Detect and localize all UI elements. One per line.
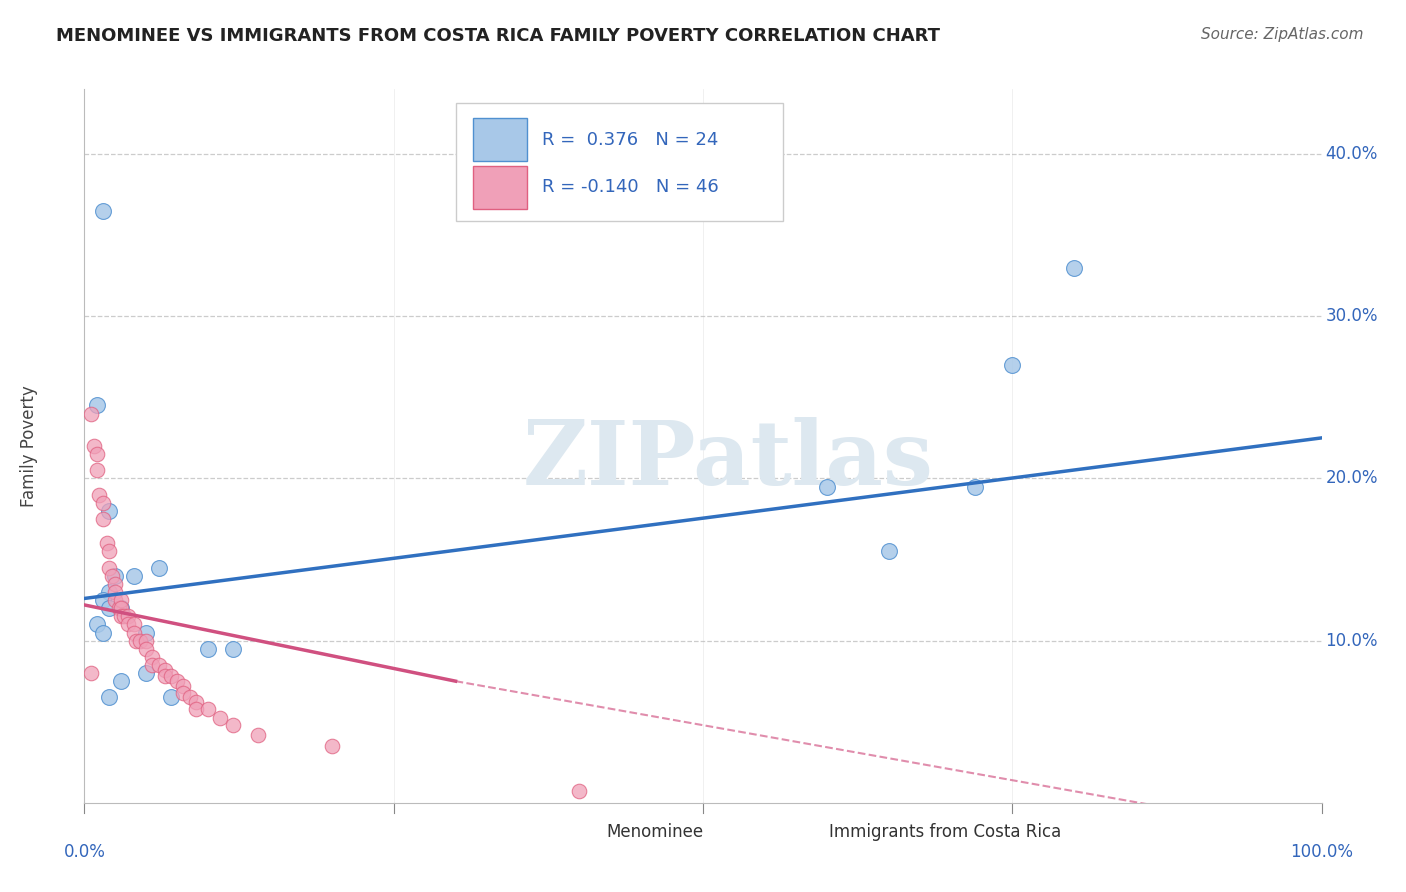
Point	[122, 568, 145, 582]
Point	[141, 649, 163, 664]
Point	[141, 657, 163, 672]
Point	[91, 593, 114, 607]
Point	[110, 593, 132, 607]
Text: 20.0%: 20.0%	[1326, 469, 1378, 487]
Point	[112, 609, 135, 624]
Point	[98, 560, 121, 574]
Point	[79, 407, 101, 421]
Point	[184, 695, 207, 709]
Text: Menominee: Menominee	[606, 823, 703, 841]
Point	[160, 690, 183, 705]
Point	[98, 585, 121, 599]
Point	[321, 739, 343, 753]
Text: 100.0%: 100.0%	[1291, 843, 1353, 862]
Point	[148, 657, 170, 672]
Point	[104, 577, 127, 591]
Point	[110, 609, 132, 624]
Point	[98, 504, 121, 518]
Text: 30.0%: 30.0%	[1326, 307, 1378, 326]
Point	[110, 674, 132, 689]
Point	[209, 711, 232, 725]
Point	[98, 690, 121, 705]
Point	[135, 666, 157, 681]
Point	[135, 625, 157, 640]
Point	[89, 488, 111, 502]
Point	[184, 702, 207, 716]
Point	[153, 669, 176, 683]
Point	[96, 536, 118, 550]
Point	[815, 479, 838, 493]
Point	[91, 512, 114, 526]
Point	[86, 447, 108, 461]
Point	[1001, 358, 1024, 372]
Text: 40.0%: 40.0%	[1326, 145, 1378, 163]
Point	[877, 544, 900, 558]
Point	[172, 679, 194, 693]
Text: ZIPatlas: ZIPatlas	[522, 417, 934, 504]
Point	[98, 544, 121, 558]
Text: Immigrants from Costa Rica: Immigrants from Costa Rica	[830, 823, 1062, 841]
FancyBboxPatch shape	[551, 815, 595, 849]
Point	[222, 718, 245, 732]
Point	[148, 560, 170, 574]
Text: R =  0.376   N = 24: R = 0.376 N = 24	[543, 130, 718, 148]
Point	[197, 641, 219, 656]
Point	[129, 633, 152, 648]
Point	[86, 399, 108, 413]
Point	[166, 674, 188, 689]
Point	[135, 641, 157, 656]
Point	[91, 625, 114, 640]
Point	[100, 568, 122, 582]
Point	[197, 702, 219, 716]
Point	[98, 601, 121, 615]
Point	[122, 617, 145, 632]
Point	[91, 496, 114, 510]
Point	[86, 463, 108, 477]
Point	[135, 633, 157, 648]
Text: Family Poverty: Family Poverty	[20, 385, 38, 507]
Point	[104, 568, 127, 582]
Point	[108, 601, 131, 615]
FancyBboxPatch shape	[773, 815, 818, 849]
Text: 10.0%: 10.0%	[1326, 632, 1378, 649]
Text: 0.0%: 0.0%	[63, 843, 105, 862]
Point	[110, 601, 132, 615]
Point	[965, 479, 987, 493]
Point	[104, 585, 127, 599]
FancyBboxPatch shape	[456, 103, 783, 221]
Point	[246, 728, 269, 742]
Point	[568, 784, 591, 798]
Point	[1063, 260, 1085, 275]
FancyBboxPatch shape	[472, 118, 527, 161]
Point	[122, 625, 145, 640]
Point	[86, 617, 108, 632]
Point	[160, 669, 183, 683]
Point	[91, 203, 114, 218]
Point	[172, 685, 194, 699]
Point	[83, 439, 105, 453]
Point	[104, 593, 127, 607]
Point	[79, 666, 101, 681]
Text: R = -0.140   N = 46: R = -0.140 N = 46	[543, 178, 718, 196]
Point	[222, 641, 245, 656]
Point	[125, 633, 148, 648]
Point	[117, 617, 139, 632]
FancyBboxPatch shape	[472, 166, 527, 209]
Text: Source: ZipAtlas.com: Source: ZipAtlas.com	[1201, 27, 1364, 42]
Text: MENOMINEE VS IMMIGRANTS FROM COSTA RICA FAMILY POVERTY CORRELATION CHART: MENOMINEE VS IMMIGRANTS FROM COSTA RICA …	[56, 27, 941, 45]
Point	[117, 609, 139, 624]
Point	[110, 601, 132, 615]
Point	[179, 690, 201, 705]
Point	[153, 663, 176, 677]
